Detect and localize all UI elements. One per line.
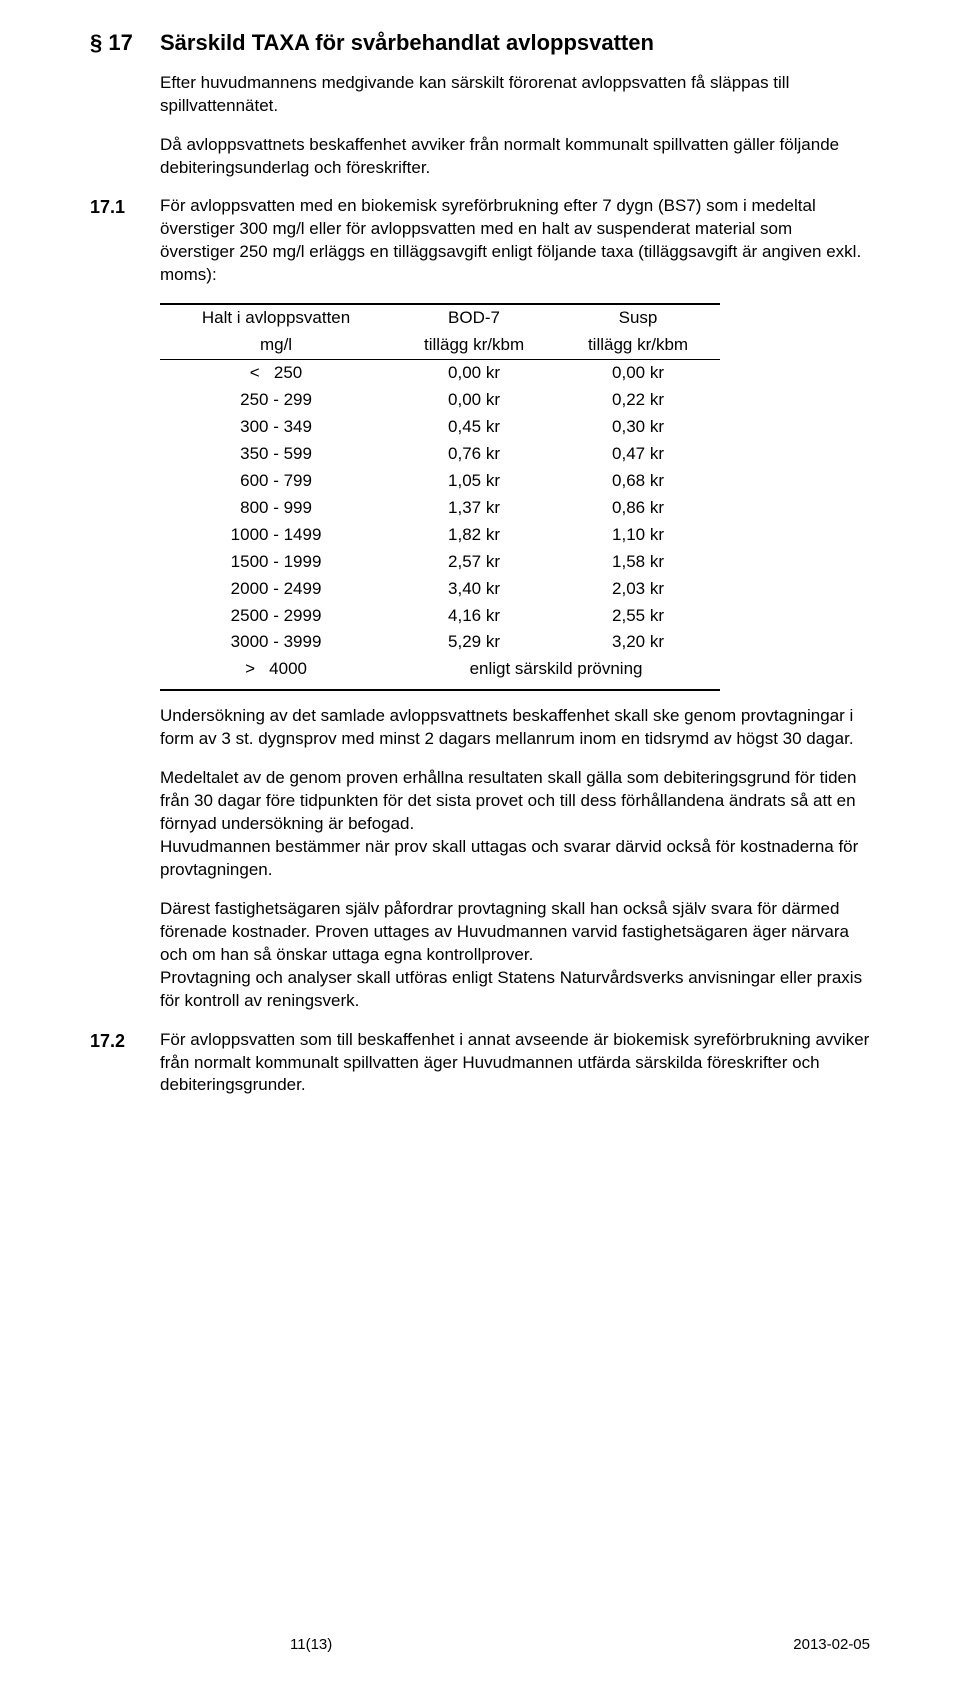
cell-susp: 0,22 kr (556, 387, 720, 414)
cell-bod7: 5,29 kr (392, 629, 556, 656)
cell-susp: 2,55 kr (556, 603, 720, 630)
cell-range: 600 - 799 (160, 468, 392, 495)
subsection-17-1-p: För avloppsvatten med en biokemisk syref… (160, 196, 861, 284)
cell-range: 300 - 349 (160, 414, 392, 441)
cell-susp: 3,20 kr (556, 629, 720, 656)
cell-susp: 0,47 kr (556, 441, 720, 468)
page-number: 11(13) (290, 1635, 332, 1655)
cell-range: 350 - 599 (160, 441, 392, 468)
cell-susp: 0,00 kr (556, 360, 720, 387)
cell-range: 800 - 999 (160, 495, 392, 522)
cell-susp: 0,86 kr (556, 495, 720, 522)
th-susp: Susp (556, 304, 720, 332)
cell-bod7: 2,57 kr (392, 549, 556, 576)
table-row: 300 - 3490,45 kr0,30 kr (160, 414, 720, 441)
cell-range: 1500 - 1999 (160, 549, 392, 576)
footer-date: 2013-02-05 (793, 1635, 870, 1655)
after-p4: Därest fastighetsägaren själv påfordrar … (160, 898, 870, 967)
cell-susp: 1,10 kr (556, 522, 720, 549)
after-p1: Undersökning av det samlade avloppsvattn… (160, 705, 870, 751)
subsection-17-1-text: För avloppsvatten med en biokemisk syref… (160, 195, 870, 287)
table-rule (160, 689, 720, 691)
table-row-last: > 4000enligt särskild prövning (160, 656, 720, 683)
table-row: < 2500,00 kr0,00 kr (160, 360, 720, 387)
cell-bod7: 0,76 kr (392, 441, 556, 468)
intro-p2: Då avloppsvattnets beskaffenhet avviker … (160, 134, 870, 180)
table-row: 350 - 5990,76 kr0,47 kr (160, 441, 720, 468)
intro-p1: Efter huvudmannens medgivande kan särski… (160, 72, 870, 118)
after-p5: Provtagning och analyser skall utföras e… (160, 967, 870, 1013)
th-halt: Halt i avloppsvatten (160, 304, 392, 332)
th-mgl: mg/l (160, 332, 392, 359)
cell-bod7: 0,45 kr (392, 414, 556, 441)
after-p2: Medeltalet av de genom proven erhållna r… (160, 767, 870, 836)
table-row: 3000 - 39995,29 kr3,20 kr (160, 629, 720, 656)
cell-bod7: 0,00 kr (392, 387, 556, 414)
table-row: 1000 - 14991,82 kr1,10 kr (160, 522, 720, 549)
cell-susp: 1,58 kr (556, 549, 720, 576)
table-row: 800 - 9991,37 kr0,86 kr (160, 495, 720, 522)
cell-range: 250 - 299 (160, 387, 392, 414)
th-bod7-unit: tillägg kr/kbm (392, 332, 556, 359)
cell-bod7: 4,16 kr (392, 603, 556, 630)
cell-susp: 0,68 kr (556, 468, 720, 495)
tariff-table: Halt i avloppsvatten BOD-7 Susp mg/l til… (160, 303, 720, 683)
subsection-17-2-p: För avloppsvatten som till beskaffenhet … (160, 1030, 869, 1095)
cell-bod7: 1,82 kr (392, 522, 556, 549)
subsection-17-2-text: För avloppsvatten som till beskaffenhet … (160, 1029, 870, 1098)
table-row: 2500 - 29994,16 kr2,55 kr (160, 603, 720, 630)
cell-range: 2500 - 2999 (160, 603, 392, 630)
table-row: 1500 - 19992,57 kr1,58 kr (160, 549, 720, 576)
table-row: 250 - 2990,00 kr0,22 kr (160, 387, 720, 414)
cell-bod7: 0,00 kr (392, 360, 556, 387)
cell-bod7: 3,40 kr (392, 576, 556, 603)
section-heading: § 17 Särskild TAXA för svårbehandlat avl… (90, 28, 870, 58)
cell-range: 3000 - 3999 (160, 629, 392, 656)
th-bod7: BOD-7 (392, 304, 556, 332)
subsection-number-17-1: 17.1 (90, 195, 160, 287)
section-number: § 17 (90, 28, 160, 58)
cell-susp: 2,03 kr (556, 576, 720, 603)
table-row: 600 - 7991,05 kr0,68 kr (160, 468, 720, 495)
section-title: Särskild TAXA för svårbehandlat avloppsv… (160, 28, 654, 58)
th-susp-unit: tillägg kr/kbm (556, 332, 720, 359)
table-row: 2000 - 24993,40 kr2,03 kr (160, 576, 720, 603)
cell-bod7: 1,05 kr (392, 468, 556, 495)
cell-note: enligt särskild prövning (392, 656, 720, 683)
cell-susp: 0,30 kr (556, 414, 720, 441)
subsection-number-17-2: 17.2 (90, 1029, 160, 1098)
page-footer: 11(13) 2013-02-05 (0, 1635, 960, 1655)
cell-range: 1000 - 1499 (160, 522, 392, 549)
cell-range: < 250 (160, 360, 392, 387)
cell-bod7: 1,37 kr (392, 495, 556, 522)
cell-range: 2000 - 2499 (160, 576, 392, 603)
after-p3: Huvudmannen bestämmer när prov skall utt… (160, 836, 870, 882)
cell-range: > 4000 (160, 656, 392, 683)
